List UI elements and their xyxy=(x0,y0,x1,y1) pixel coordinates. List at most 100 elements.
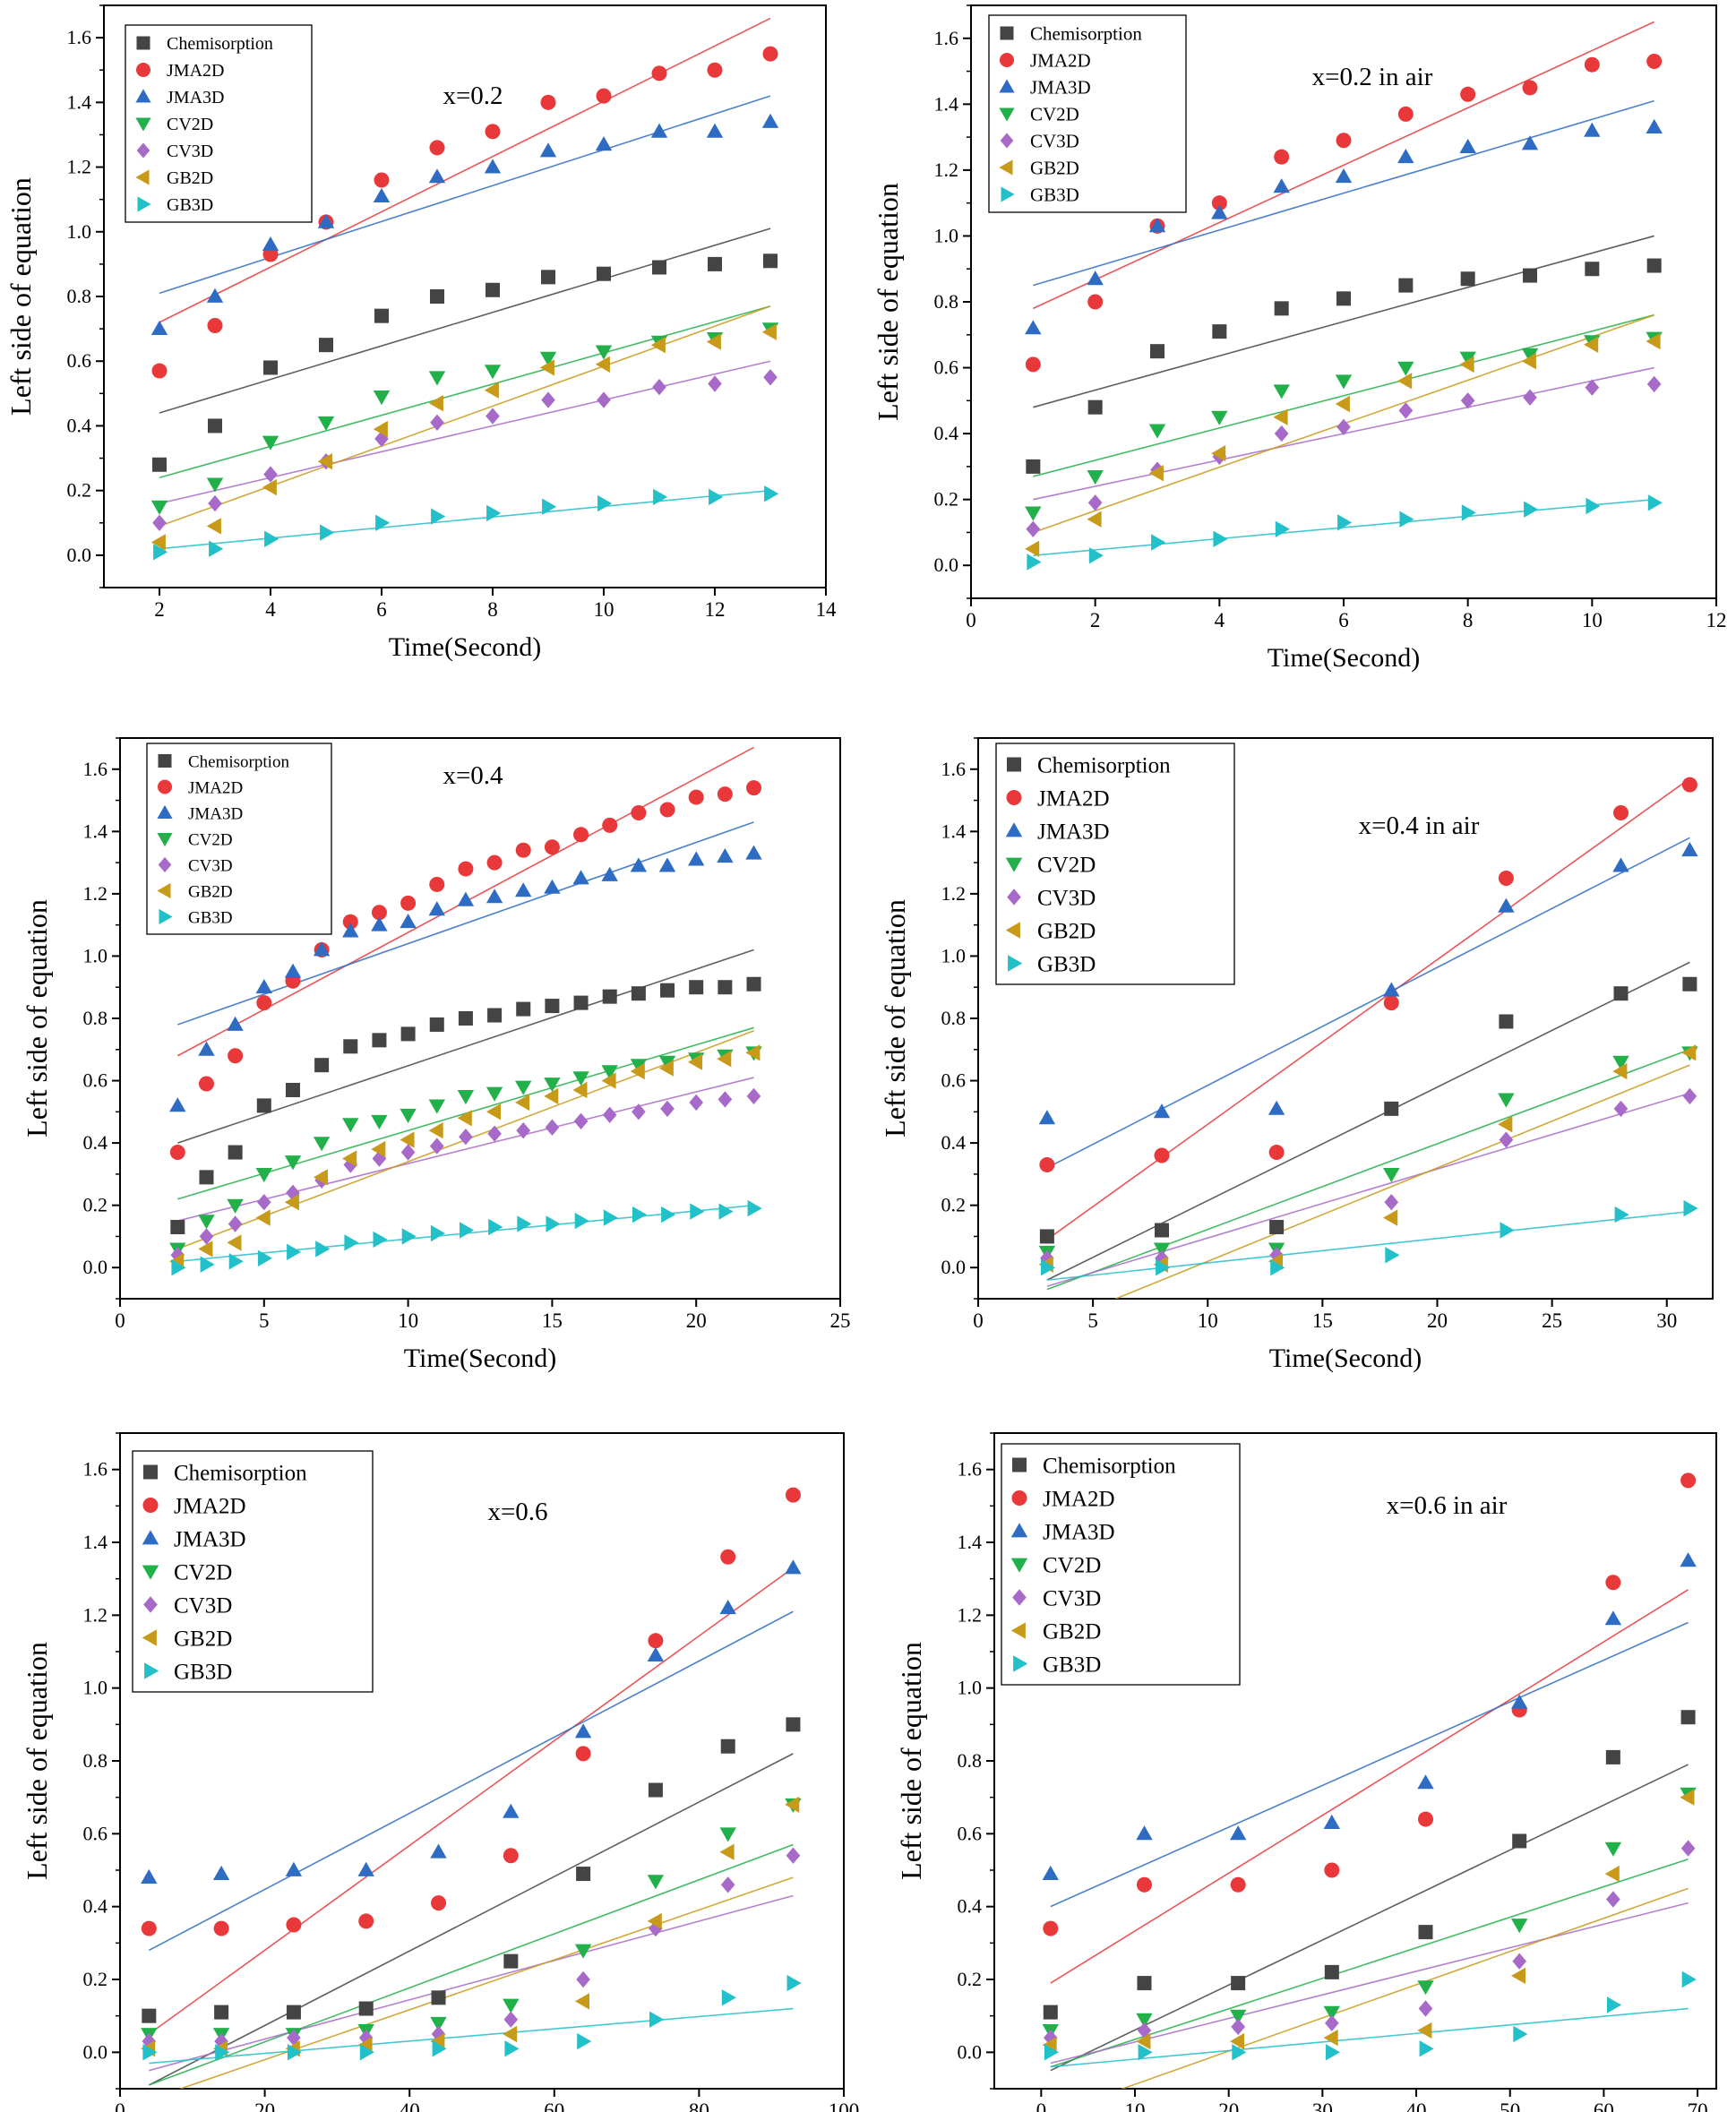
data-point-chemisorption xyxy=(631,986,646,1001)
x-tick-label: 10 xyxy=(1125,2099,1146,2112)
data-point-gb2d xyxy=(1025,540,1040,557)
data-point-cv3d xyxy=(208,494,222,512)
y-tick-label: 0.4 xyxy=(83,1131,108,1154)
fit-lines xyxy=(159,17,771,550)
data-point-jma3d xyxy=(1521,135,1539,150)
data-point-jma3d xyxy=(206,288,224,303)
data-point-jma2d xyxy=(486,854,503,871)
y-tick-label: 1.2 xyxy=(934,159,959,181)
x-tick-label: 6 xyxy=(376,598,387,621)
data-point-gb2d xyxy=(1273,408,1288,425)
y-axis-label: Left side of equation xyxy=(879,899,911,1138)
x-tick-label: 70 xyxy=(1688,2099,1708,2112)
legend-marker-cv2d xyxy=(1010,1558,1028,1573)
data-point-chemisorption xyxy=(400,1026,416,1042)
legend-label-cv2d: CV2D xyxy=(188,830,233,849)
y-tick-label: 1.0 xyxy=(67,220,92,243)
data-point-jma2d xyxy=(213,1920,229,1936)
legend-label-chemisorption: Chemisorption xyxy=(167,34,273,54)
legend-marker-cv2d xyxy=(135,117,151,132)
data-point-jma3d xyxy=(373,187,391,202)
data-point-cv3d xyxy=(746,1087,761,1105)
data-point-gb3d xyxy=(288,2044,303,2061)
y-tick-label: 0.2 xyxy=(83,1968,108,1990)
series-chemisorption xyxy=(1039,976,1697,1244)
data-point-chemisorption xyxy=(256,1098,271,1113)
data-point-chemisorption xyxy=(1460,271,1475,287)
data-point-jma2d xyxy=(458,861,474,877)
data-point-gb3d xyxy=(661,1206,676,1223)
data-point-gb3d xyxy=(603,1209,618,1226)
data-point-gb2d xyxy=(486,1103,501,1120)
x-tick-label: 10 xyxy=(594,598,614,621)
data-point-chemisorption xyxy=(652,260,666,275)
y-tick-label: 1.0 xyxy=(83,944,108,966)
x-tick-label: 0 xyxy=(1036,2099,1047,2112)
data-point-jma2d xyxy=(707,62,723,78)
y-axis-label: Left side of equation xyxy=(4,177,37,416)
x-tick-label: 4 xyxy=(265,598,276,621)
data-point-chemisorption xyxy=(487,1008,503,1023)
y-tick-label: 0.0 xyxy=(941,1256,967,1278)
legend-label-cv2d: CV2D xyxy=(174,1561,232,1585)
data-point-cv2d xyxy=(150,500,168,515)
legend-label-jma2d: JMA2D xyxy=(1043,1488,1115,1512)
series-gb2d xyxy=(141,1796,800,2057)
panel-annotation: x=0.2 in air xyxy=(1312,63,1433,91)
y-tick-label: 1.6 xyxy=(67,26,92,48)
data-point-gb3d xyxy=(1044,2044,1059,2061)
data-point-jma3d xyxy=(630,857,648,872)
data-point-gb2d xyxy=(255,1209,271,1226)
data-point-cv2d xyxy=(371,1114,388,1129)
data-point-chemisorption xyxy=(1087,399,1103,415)
data-point-jma3d xyxy=(212,1865,230,1880)
legend-label-jma2d: JMA2D xyxy=(167,61,224,81)
data-point-gb3d xyxy=(574,1212,589,1230)
data-point-gb2d xyxy=(428,395,443,412)
x-tick-label: 15 xyxy=(1312,1309,1333,1332)
data-point-jma2d xyxy=(746,780,762,796)
data-point-jma2d xyxy=(515,842,531,858)
data-point-cv3d xyxy=(400,1144,416,1161)
data-point-jma3d xyxy=(1211,204,1228,219)
data-point-gb2d xyxy=(658,1060,674,1077)
data-point-chemisorption xyxy=(516,1001,531,1017)
data-point-cv2d xyxy=(428,1099,445,1114)
data-point-cv3d xyxy=(1646,375,1662,393)
data-point-chemisorption xyxy=(1512,1833,1527,1849)
data-point-gb2d xyxy=(539,359,554,376)
data-point-jma3d xyxy=(515,882,532,897)
legend-marker-jma2d xyxy=(1006,790,1022,805)
series-cv3d xyxy=(1044,1840,1696,2047)
data-point-jma2d xyxy=(540,94,556,110)
y-tick-label: 1.6 xyxy=(83,758,108,780)
legend-label-jma3d: JMA3D xyxy=(1043,1521,1115,1545)
legend-marker-gb2d xyxy=(135,169,150,185)
data-point-gb2d xyxy=(719,1843,735,1860)
legend-marker-gb3d xyxy=(1001,186,1015,202)
x-tick-label: 0 xyxy=(115,2099,125,2112)
x-tick-label: 30 xyxy=(1656,1309,1677,1332)
data-point-gb2d xyxy=(572,1081,588,1099)
data-point-jma3d xyxy=(1584,122,1601,137)
data-point-jma2d xyxy=(169,1145,185,1161)
legend-label-chemisorption: Chemisorption xyxy=(1030,23,1142,45)
data-point-cv2d xyxy=(317,416,335,431)
data-point-chemisorption xyxy=(1274,301,1289,316)
data-point-cv2d xyxy=(400,1108,417,1123)
data-point-jma3d xyxy=(284,963,302,978)
data-point-jma2d xyxy=(1646,54,1663,70)
y-tick-label: 1.0 xyxy=(934,224,959,246)
y-axis-label: Left side of equation xyxy=(872,183,904,421)
legend-label-gb3d: GB3D xyxy=(1037,953,1096,977)
data-point-cv2d xyxy=(1612,1055,1629,1070)
legend-label-gb2d: GB2D xyxy=(174,1627,232,1652)
data-point-gb2d xyxy=(317,453,332,470)
legend-marker-gb3d xyxy=(144,1662,159,1679)
fit-line-gb3d xyxy=(1050,2007,1689,2068)
fit-line-jma3d xyxy=(1033,99,1654,287)
legend-marker-jma2d xyxy=(1011,1490,1027,1506)
x-tick-label: 30 xyxy=(1312,2099,1333,2112)
series-cv3d xyxy=(170,1087,761,1264)
data-point-gb3d xyxy=(1500,1222,1515,1239)
